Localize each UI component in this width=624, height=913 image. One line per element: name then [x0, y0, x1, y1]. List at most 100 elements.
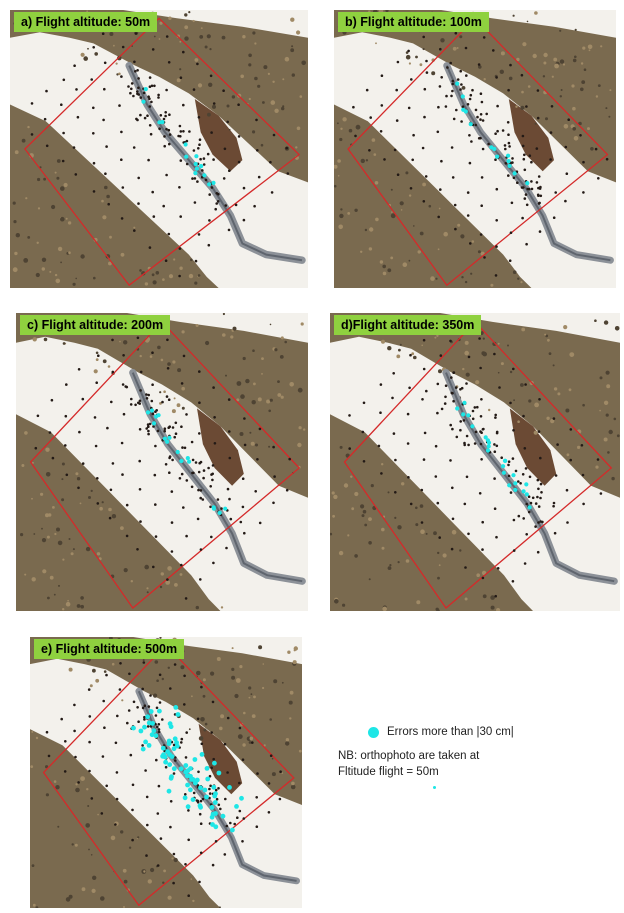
vegetation-texture: [342, 117, 347, 122]
survey-point: [141, 687, 144, 691]
vegetation-texture: [248, 686, 252, 690]
survey-point: [179, 159, 183, 162]
vegetation-texture: [516, 57, 520, 62]
error-point: [192, 757, 198, 762]
vegetation-texture: [405, 54, 411, 60]
survey-point: [361, 430, 365, 434]
survey-point: [138, 399, 142, 403]
survey-point: [549, 158, 552, 161]
survey-point: [434, 444, 438, 448]
survey-point: [552, 504, 555, 508]
vegetation-texture: [80, 596, 84, 600]
vegetation-texture: [76, 604, 81, 608]
survey-point: [224, 204, 228, 207]
small-error-point-marker: [433, 786, 436, 789]
vegetation-texture: [68, 894, 73, 899]
panel-title-a: a) Flight altitude: 50m: [14, 12, 158, 32]
survey-point: [508, 259, 512, 262]
vegetation-texture: [569, 352, 575, 357]
survey-point: [469, 242, 472, 245]
survey-point: [198, 812, 202, 816]
vegetation-texture: [56, 159, 61, 163]
survey-point: [165, 88, 168, 92]
error-point: [460, 94, 465, 99]
survey-point: [439, 354, 443, 357]
survey-point: [504, 162, 508, 165]
survey-point: [202, 163, 206, 166]
vegetation-texture: [86, 10, 89, 13]
survey-point: [72, 146, 76, 149]
vegetation-texture: [200, 717, 205, 722]
panel-b: b) Flight altitude: 100m: [334, 10, 616, 288]
survey-point: [536, 495, 539, 499]
vegetation-texture: [287, 650, 291, 654]
vegetation-texture: [594, 319, 597, 322]
vegetation-texture: [289, 717, 292, 720]
survey-point: [473, 442, 477, 445]
survey-point: [164, 765, 168, 769]
survey-point: [199, 460, 203, 464]
error-point: [187, 459, 192, 464]
survey-point: [167, 61, 171, 64]
survey-point: [81, 462, 85, 465]
error-point: [230, 827, 235, 833]
error-point: [213, 811, 218, 816]
survey-point: [581, 473, 585, 477]
error-point: [524, 492, 529, 497]
survey-point: [182, 50, 185, 54]
vegetation-texture: [285, 741, 290, 746]
vegetation-texture: [269, 398, 273, 402]
vegetation-texture: [27, 236, 31, 239]
survey-point: [407, 106, 411, 110]
survey-point: [92, 190, 96, 193]
error-point: [166, 788, 172, 794]
vegetation-texture: [599, 376, 603, 380]
vegetation-texture: [179, 266, 183, 270]
survey-point: [131, 808, 134, 812]
survey-point: [243, 531, 246, 535]
survey-point: [155, 706, 159, 710]
survey-point: [136, 118, 139, 122]
vegetation-texture: [289, 690, 294, 695]
survey-point: [504, 147, 507, 151]
survey-point: [207, 243, 211, 247]
survey-point: [512, 549, 516, 552]
survey-point: [525, 502, 528, 506]
survey-point: [163, 429, 166, 433]
survey-point: [223, 853, 227, 856]
survey-point: [467, 532, 470, 536]
survey-point: [466, 191, 470, 194]
survey-point: [354, 134, 357, 138]
survey-point: [507, 463, 510, 467]
survey-point: [391, 396, 394, 400]
error-point: [216, 770, 222, 776]
vegetation-texture: [394, 516, 397, 519]
survey-point: [348, 447, 351, 450]
survey-point: [196, 62, 199, 66]
survey-point: [393, 148, 397, 152]
survey-point: [272, 133, 276, 137]
survey-point: [228, 497, 231, 501]
survey-point: [523, 447, 527, 450]
error-point: [167, 435, 172, 440]
vegetation-texture: [123, 568, 128, 573]
survey-point: [139, 96, 143, 99]
survey-point: [423, 431, 427, 435]
vegetation-texture: [61, 462, 65, 466]
vegetation-texture: [62, 342, 66, 345]
vegetation-texture: [236, 381, 242, 386]
survey-point: [460, 120, 463, 123]
survey-point: [368, 149, 371, 152]
vegetation-texture: [587, 44, 593, 50]
vegetation-texture: [590, 147, 594, 151]
error-point: [165, 439, 170, 444]
study-area-boundary: [29, 320, 301, 609]
survey-point: [213, 416, 216, 419]
survey-point: [395, 119, 399, 122]
survey-point: [512, 429, 515, 432]
survey-point: [165, 173, 168, 177]
survey-point: [466, 214, 470, 217]
error-point: [182, 795, 188, 801]
error-point: [151, 421, 157, 426]
vegetation-texture: [360, 158, 365, 164]
